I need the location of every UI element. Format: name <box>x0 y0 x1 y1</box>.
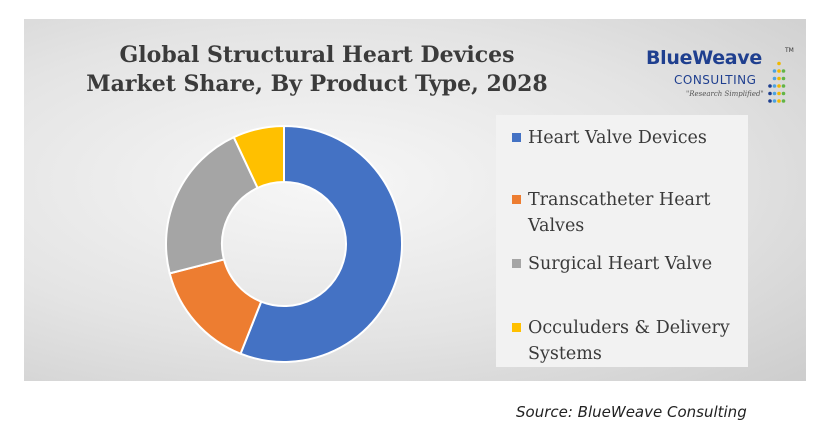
legend-label: Occuluders & Delivery Systems <box>528 318 730 364</box>
legend-swatch <box>512 195 521 204</box>
legend-swatch <box>512 259 521 268</box>
legend-label: Heart Valve Devices <box>528 128 707 148</box>
logo-dot <box>777 91 781 96</box>
legend-label: Surgical Heart Valve <box>528 254 713 274</box>
logo-dot <box>772 84 777 88</box>
source-note: Source: BlueWeave Consulting <box>516 403 747 421</box>
logo-tagline: "Research Simplified" <box>686 90 764 98</box>
logo-dot <box>768 99 772 103</box>
logo-dot <box>777 69 781 73</box>
logo-dots-icon <box>768 61 786 103</box>
logo-dot <box>777 84 781 88</box>
logo-trademark: TM <box>785 47 794 54</box>
donut-slice-occuluders-delivery-systems <box>232 124 285 190</box>
logo-dot <box>781 91 786 96</box>
legend-item-surgical-heart-valve: Surgical Heart Valve <box>512 251 744 277</box>
logo-dot <box>777 61 781 66</box>
legend-swatch <box>512 323 521 332</box>
logo-dot <box>772 76 777 81</box>
logo-dot <box>768 84 772 88</box>
donut-slice-heart-valve-devices <box>239 124 403 363</box>
chart-title-line-2: Market Share, By Product Type, 2028 <box>86 71 548 97</box>
legend-item-occuluders-delivery-systems: Occuluders & Delivery Systems <box>512 315 744 367</box>
logo-dot <box>772 91 777 96</box>
legend-swatch <box>512 133 521 142</box>
legend-item-transcatheter-heart-valves: Transcatheter Heart Valves <box>512 187 744 239</box>
logo-dot <box>777 99 781 103</box>
donut-slice-surgical-heart-valve <box>165 135 259 275</box>
blueweave-logo: BlueWeave CONSULTING "Research Simplifie… <box>646 35 796 117</box>
chart-title: Global Structural Heart Devices Market S… <box>82 41 552 99</box>
chart-legend: Heart Valve Devices Transcatheter Heart … <box>496 115 748 367</box>
chart-title-line-1: Global Structural Heart Devices <box>119 42 515 68</box>
logo-dot <box>781 84 786 88</box>
logo-dot <box>772 99 777 103</box>
legend-item-heart-valve-devices: Heart Valve Devices <box>512 125 744 151</box>
logo-dot <box>781 99 786 103</box>
logo-dot <box>781 69 786 73</box>
donut-chart <box>165 124 403 363</box>
chart-panel: Global Structural Heart Devices Market S… <box>24 19 806 381</box>
logo-dot <box>772 69 777 73</box>
logo-name: BlueWeave <box>646 47 762 69</box>
logo-dot <box>768 91 772 96</box>
logo-dot <box>781 76 786 81</box>
logo-dot <box>777 76 781 81</box>
logo-subtitle: CONSULTING <box>674 73 757 87</box>
legend-label: Transcatheter Heart Valves <box>528 190 711 236</box>
